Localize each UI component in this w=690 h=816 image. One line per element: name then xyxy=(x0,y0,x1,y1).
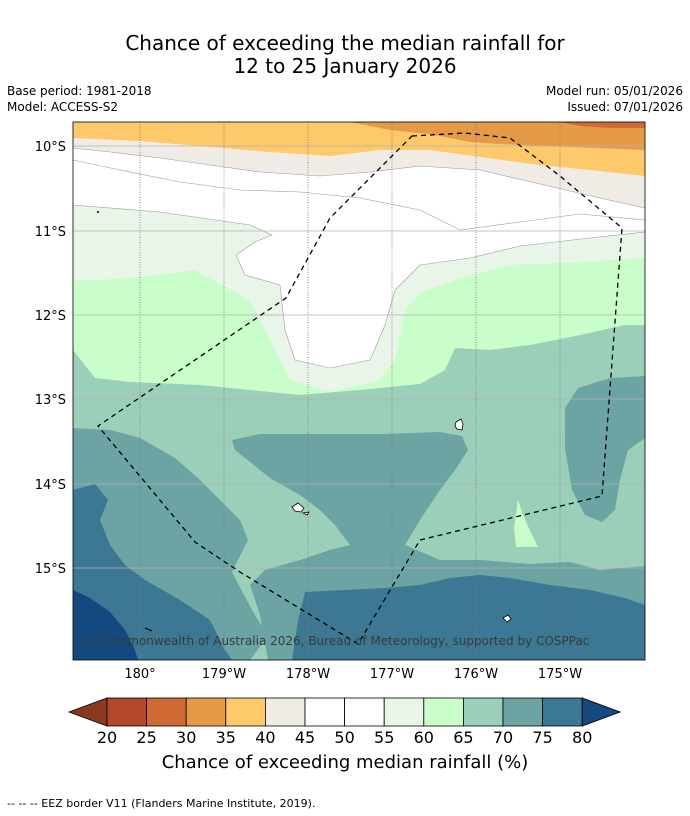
island-wallis xyxy=(454,418,464,431)
map-title-line1: Chance of exceeding the median rainfall … xyxy=(125,31,565,55)
island-futuna xyxy=(291,502,310,516)
colorbar-tick: 25 xyxy=(136,728,156,747)
lat-label: 12°S xyxy=(35,309,66,324)
colorbar-extend-high xyxy=(581,697,622,727)
island-small xyxy=(502,614,512,623)
colorbar-swatch xyxy=(502,697,543,727)
colorbar-label: Chance of exceeding median rainfall (%) xyxy=(161,752,529,773)
band-75-80-bottom xyxy=(292,575,645,660)
colorbar-tick: 30 xyxy=(176,728,196,747)
colorbar-tick: 70 xyxy=(493,728,513,747)
colorbar-tick: 60 xyxy=(414,728,434,747)
lon-gridlines xyxy=(139,122,561,660)
colorbar-swatch xyxy=(304,697,345,727)
issued-date: Issued: 07/01/2026 xyxy=(567,100,683,114)
lat-label: 14°S xyxy=(35,478,66,493)
colorbar-swatch xyxy=(106,697,147,727)
colorbar-tick: 50 xyxy=(334,728,354,747)
band-above-80 xyxy=(73,590,138,660)
colorbar-swatch xyxy=(383,697,425,727)
colorbar-swatch xyxy=(185,697,227,727)
eez-border xyxy=(97,132,623,645)
rainfall-map: © Commonwealth of Australia 2026, Bureau… xyxy=(73,122,645,660)
colorbar-swatch xyxy=(225,697,266,727)
colorbar xyxy=(67,697,622,727)
colorbar-tick: 55 xyxy=(374,728,394,747)
colorbar-tick: 40 xyxy=(255,728,275,747)
colorbar-swatch xyxy=(423,697,464,727)
island-dot xyxy=(97,211,99,213)
lon-label: 176°W xyxy=(454,667,498,682)
lat-labels: 10°S 11°S 12°S 13°S 14°S 15°S xyxy=(35,140,66,577)
model-run-date: Model run: 05/01/2026 xyxy=(545,84,683,98)
map-title-line2: 12 to 25 January 2026 xyxy=(233,54,457,78)
lat-label: 11°S xyxy=(35,225,66,240)
lat-gridlines xyxy=(73,145,645,569)
lon-label: 177°W xyxy=(370,667,414,682)
colorbar-ticks: 20 25 30 35 40 45 50 55 60 65 70 75 80 xyxy=(97,728,593,747)
eez-footnote: -- -- -- EEZ border V11 (Flanders Marine… xyxy=(7,797,316,810)
lon-label: 175°W xyxy=(538,667,582,682)
band-50-55 xyxy=(73,122,645,368)
colorbar-swatch xyxy=(542,697,583,727)
lat-label: 10°S xyxy=(35,140,66,155)
copyright-text: © Commonwealth of Australia 2026, Bureau… xyxy=(84,634,589,648)
lat-label: 15°S xyxy=(35,562,66,577)
lat-label: 13°S xyxy=(35,393,66,408)
colorbar-extend-low xyxy=(67,697,108,727)
colorbar-swatch xyxy=(344,697,385,727)
colorbar-tick: 20 xyxy=(97,728,117,747)
colorbar-tick: 65 xyxy=(453,728,473,747)
contour-lines xyxy=(73,147,645,369)
lon-label: 178°W xyxy=(286,667,330,682)
base-period: Base period: 1981-2018 xyxy=(7,84,152,98)
colorbar-swatch xyxy=(462,697,504,727)
patch-60-65 xyxy=(514,500,538,547)
colorbar-swatch xyxy=(146,697,187,727)
lon-label: 180° xyxy=(124,667,155,682)
lon-labels: 180° 179°W 178°W 177°W 176°W 175°W xyxy=(124,667,582,682)
model-name: Model: ACCESS-S2 xyxy=(7,100,119,114)
colorbar-tick: 35 xyxy=(216,728,236,747)
island-reef xyxy=(144,627,153,632)
colorbar-swatch xyxy=(264,697,306,727)
colorbar-tick: 45 xyxy=(295,728,315,747)
map-frame xyxy=(72,121,646,661)
colorbar-tick: 80 xyxy=(572,728,592,747)
colorbar-tick: 75 xyxy=(532,728,552,747)
band-30-35 xyxy=(560,122,645,128)
lon-label: 179°W xyxy=(202,667,246,682)
